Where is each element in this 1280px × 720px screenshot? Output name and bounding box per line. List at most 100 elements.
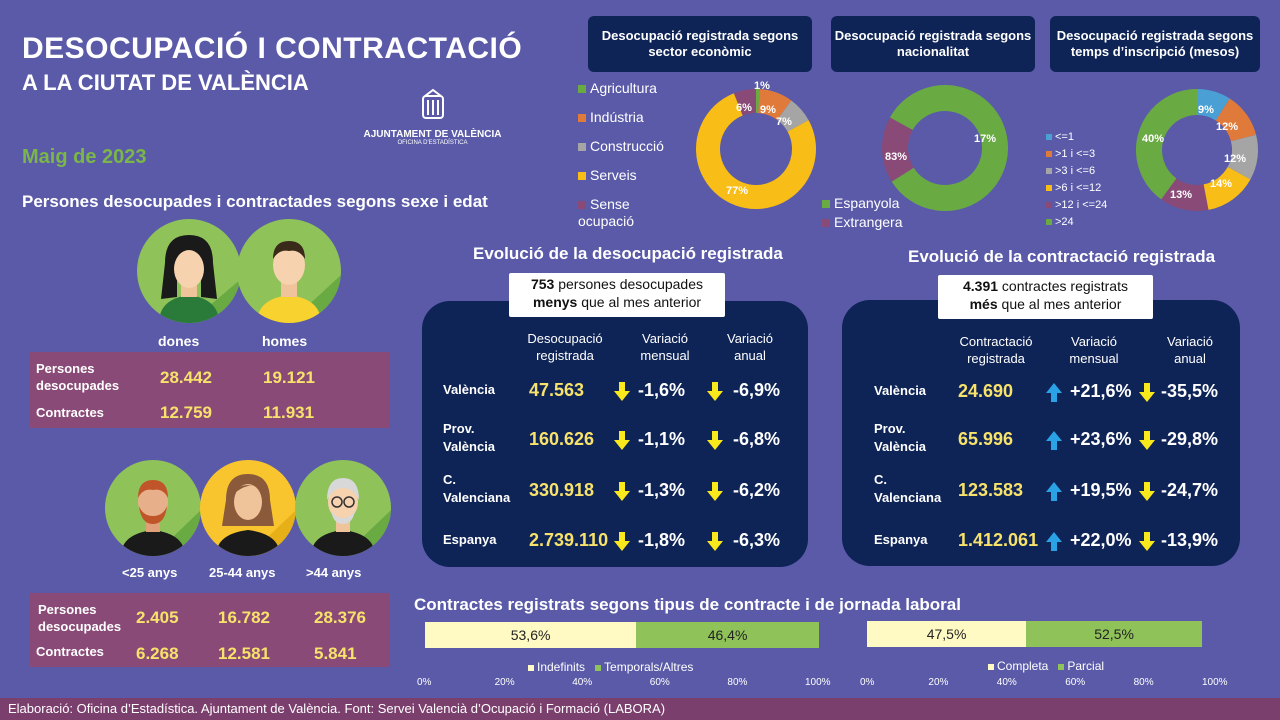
sex-value: 11.931 [263,403,315,422]
logo-sub: OFICINA D'ESTADÍSTICA [397,140,468,146]
legend-contracte: Indefinits Temporals/Altres [528,659,693,676]
sex-row-label: Contractes [36,405,104,420]
sex-value: 19.121 [263,368,315,387]
monthly-variation: +19,5% [1070,480,1132,500]
col-header: Variació mensual [1069,334,1119,366]
donut-slice-3 [1227,134,1258,180]
arrow-down-icon [706,431,724,451]
avatar-adult [200,460,296,556]
donut-label: 83% [885,151,908,163]
sex-value: 28.442 [160,368,212,387]
age-value: 28.376 [314,608,366,627]
donut-slice-2 [1215,98,1257,142]
arrow-up-icon [1045,532,1063,552]
arrow-down-icon [613,532,631,552]
page-subtitle: A LA CIUTAT DE VALÈNCIA [22,70,309,95]
desocupacio-title: Evolució de la desocupació registrada [473,244,783,263]
age-value: 2.405 [136,608,179,627]
arrow-down-icon [1138,532,1156,552]
label-age-3: >44 anys [306,565,362,580]
donut-slice-1 [1196,89,1230,121]
arrow-down-icon [613,382,631,402]
donut-sector-chart [696,89,816,209]
row-value: 160.626 [529,429,595,449]
contractacio-panel [842,300,1240,566]
annual-variation: -24,7% [1161,480,1219,500]
annual-variation: -6,2% [733,480,781,500]
legend-item: Indústria [578,103,688,132]
city-crest-icon [421,88,444,119]
annual-variation: -29,8% [1161,429,1219,449]
contractacio-title: Evolució de la contractació registrada [908,247,1216,266]
row-value: 2.739.110 [529,530,609,550]
row-label: C. Valenciana [443,472,511,505]
monthly-variation: -1,6% [638,380,686,400]
arrow-down-icon [1138,431,1156,451]
age-value: 12.581 [218,644,270,663]
age-row-label: Contractes [36,644,104,659]
donut-label: 14% [1210,178,1233,190]
monthly-variation: -1,8% [638,530,686,550]
donut-label: 12% [1224,153,1247,165]
row-value: 123.583 [958,480,1024,500]
legend-item: Extrangera [822,213,902,232]
donut-slice-6 [1136,89,1198,200]
arrow-down-icon [613,482,631,502]
month-label: Maig de 2023 [22,146,147,168]
sex-row-label: Persones desocupades [36,361,120,393]
col-header: Variació anual [1166,334,1213,366]
donut-slice-2 [757,89,792,121]
age-table: Persones desocupades 2.405 16.782 28.376… [30,593,390,667]
legend-item: >1 i <=3 [1046,146,1107,163]
avatar-woman [137,219,241,323]
logo: AJUNTAMENT DE VALÈNCIA OFICINA D'ESTADÍS… [360,88,505,150]
donut-label: 7% [776,116,792,128]
legend-item: >24 [1046,214,1107,231]
bar-segment: 53,6% [425,622,637,648]
age-value: 16.782 [218,608,270,627]
legend-item: >6 i <=12 [1046,180,1107,197]
annual-variation: -6,3% [733,530,781,550]
arrow-down-icon [706,532,724,552]
avatar-senior [295,460,391,556]
title-temps: Desocupació registrada segons temps d’in… [1050,16,1260,72]
annual-variation: -13,9% [1161,530,1219,550]
desocupacio-panel [422,301,808,567]
bar-jornada: 47,5% 52,5% [867,621,1202,647]
row-label: Prov. València [874,421,927,454]
donut-label: 9% [760,104,776,116]
monthly-variation: +22,0% [1070,530,1132,550]
donut-label: 1% [754,80,770,92]
arrow-up-icon [1045,383,1063,403]
axis-tick: 0% [417,677,432,688]
col-header: Variació mensual [640,331,690,363]
axis-tick: 100% [805,677,831,688]
footer: Elaboració: Oficina d’Estadística. Ajunt… [0,698,1280,720]
donut-label: 17% [974,133,997,145]
axis-tick: 80% [727,677,748,688]
arrow-down-icon [1138,383,1156,403]
age-value: 6.268 [136,644,179,663]
legend-item: >12 i <=24 [1046,197,1107,214]
axis-tick: 40% [996,677,1017,688]
row-label: Prov. València [443,421,496,454]
legend-item: >3 i <=6 [1046,163,1107,180]
arrow-up-icon [1045,482,1063,502]
sex-table: Persones desocupades 28.442 19.121 Contr… [30,352,390,428]
donut-slice-4 [696,93,816,209]
bar-contracte: 53,6% 46,4% [425,622,819,648]
annual-variation: -35,5% [1161,381,1219,401]
donut-nacionalitat-chart [882,85,1008,211]
annual-variation: -6,9% [733,380,781,400]
axis-tick: 20% [494,677,515,688]
donut-label: 12% [1216,121,1239,133]
avatar-man [237,219,341,323]
bar-segment: 52,5% [1026,621,1202,647]
legend-item: Espanyola [822,194,902,213]
monthly-variation: +23,6% [1070,429,1132,449]
desocupacio-callout: 753 persones desocupades menys que al me… [509,273,725,317]
donut-slice-3 [776,100,809,133]
donut-label: 6% [736,102,752,114]
sex-value: 12.759 [160,403,212,422]
axis-tick: 60% [649,677,670,688]
